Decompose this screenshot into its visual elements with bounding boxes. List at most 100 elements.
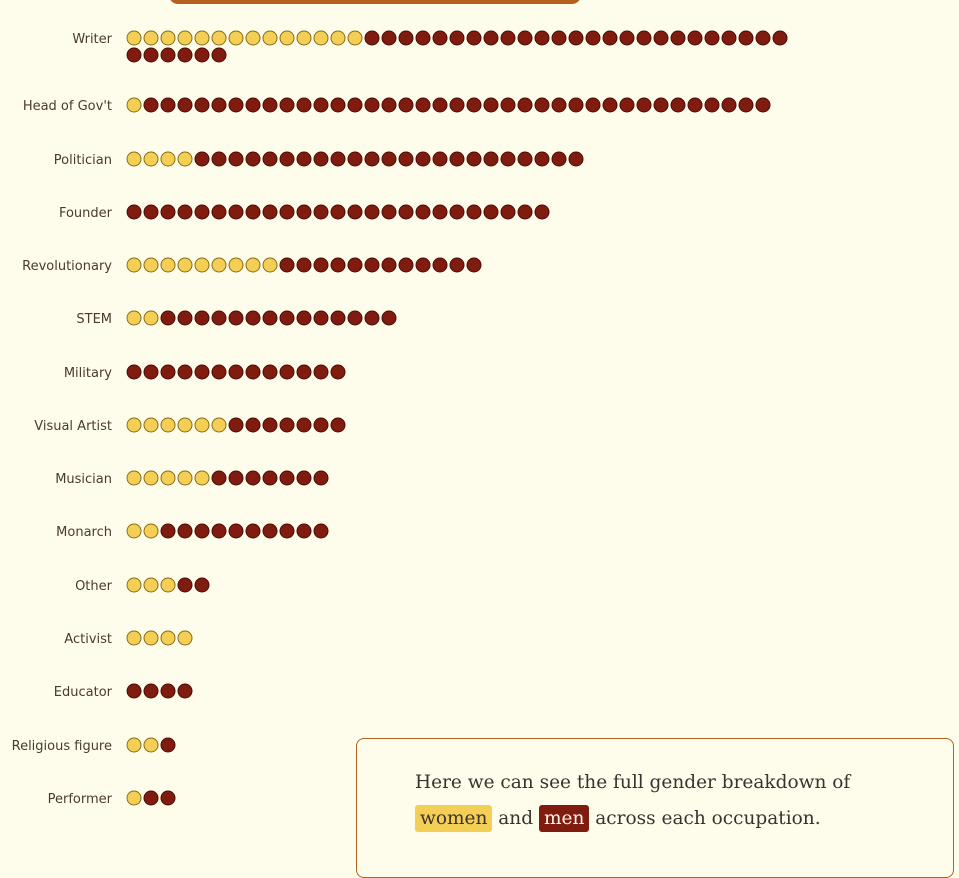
women-dot (160, 151, 176, 167)
women-dot (143, 630, 159, 646)
men-dot (296, 310, 312, 326)
women-dot (126, 257, 142, 273)
men-dot (194, 310, 210, 326)
men-dot (381, 151, 397, 167)
category-label: Visual Artist (34, 419, 112, 434)
women-dot (143, 257, 159, 273)
men-dot (126, 47, 142, 63)
women-dot (194, 470, 210, 486)
men-dot (500, 30, 516, 46)
men-dot (483, 151, 499, 167)
category-label: STEM (76, 312, 112, 327)
men-dot (245, 97, 261, 113)
women-dot (143, 523, 159, 539)
men-dot (228, 97, 244, 113)
women-dot (262, 257, 278, 273)
women-dot (347, 30, 363, 46)
men-dot (704, 30, 720, 46)
men-dot (160, 47, 176, 63)
men-dot (143, 97, 159, 113)
men-dot (347, 310, 363, 326)
men-dot (194, 577, 210, 593)
men-dot (568, 151, 584, 167)
men-dot (364, 257, 380, 273)
women-dot (126, 310, 142, 326)
women-dot (245, 257, 261, 273)
men-dot (160, 523, 176, 539)
men-dot (211, 97, 227, 113)
men-dot (160, 683, 176, 699)
women-dot (194, 417, 210, 433)
women-dot (160, 630, 176, 646)
men-dot (500, 97, 516, 113)
men-dot (160, 204, 176, 220)
men-dot (381, 97, 397, 113)
men-dot (636, 97, 652, 113)
men-dot (517, 30, 533, 46)
men-dot (313, 151, 329, 167)
men-dot (568, 97, 584, 113)
men-dot (177, 204, 193, 220)
women-dot (126, 151, 142, 167)
men-dot (313, 417, 329, 433)
women-dot (194, 257, 210, 273)
men-dot (211, 47, 227, 63)
men-dot (466, 30, 482, 46)
women-dot (126, 417, 142, 433)
men-dot (755, 97, 771, 113)
men-dot (687, 97, 703, 113)
men-dot (432, 257, 448, 273)
men-dot (364, 204, 380, 220)
women-dot (313, 30, 329, 46)
men-dot (160, 790, 176, 806)
men-dot (466, 151, 482, 167)
men-dot (143, 364, 159, 380)
men-dot (415, 30, 431, 46)
category-label: Writer (72, 32, 112, 47)
men-dot (313, 523, 329, 539)
top-tab-decoration (169, 0, 581, 4)
men-dot (279, 97, 295, 113)
men-dot (347, 97, 363, 113)
women-dot (177, 257, 193, 273)
category-label: Activist (64, 632, 112, 647)
men-dot (262, 523, 278, 539)
men-dot (602, 97, 618, 113)
category-label: Founder (59, 206, 113, 221)
men-dot (228, 204, 244, 220)
women-dot (160, 577, 176, 593)
men-dot (279, 151, 295, 167)
category-label: Educator (54, 685, 113, 700)
men-dot (585, 30, 601, 46)
men-legend-tag: men (538, 805, 590, 832)
women-dot (126, 630, 142, 646)
men-dot (194, 204, 210, 220)
men-dot (687, 30, 703, 46)
men-dot (619, 30, 635, 46)
men-dot (177, 364, 193, 380)
dot-chart: Writer Head of Gov't Politician Founder Revo… (12, 30, 788, 807)
women-dot (126, 470, 142, 486)
men-dot (364, 97, 380, 113)
men-dot (398, 151, 414, 167)
men-dot (194, 97, 210, 113)
women-dot (228, 30, 244, 46)
men-dot (415, 97, 431, 113)
men-dot (262, 417, 278, 433)
men-dot (262, 204, 278, 220)
men-dot (160, 97, 176, 113)
category-label: Musician (55, 472, 112, 487)
men-dot (330, 364, 346, 380)
men-dot (177, 97, 193, 113)
men-dot (245, 417, 261, 433)
men-dot (534, 30, 550, 46)
men-dot (245, 310, 261, 326)
women-dot (160, 470, 176, 486)
men-dot (364, 30, 380, 46)
men-dot (177, 523, 193, 539)
men-dot (143, 47, 159, 63)
men-dot (194, 523, 210, 539)
men-dot (432, 151, 448, 167)
category-label: Revolutionary (22, 259, 112, 274)
category-label: Head of Gov't (23, 99, 112, 114)
